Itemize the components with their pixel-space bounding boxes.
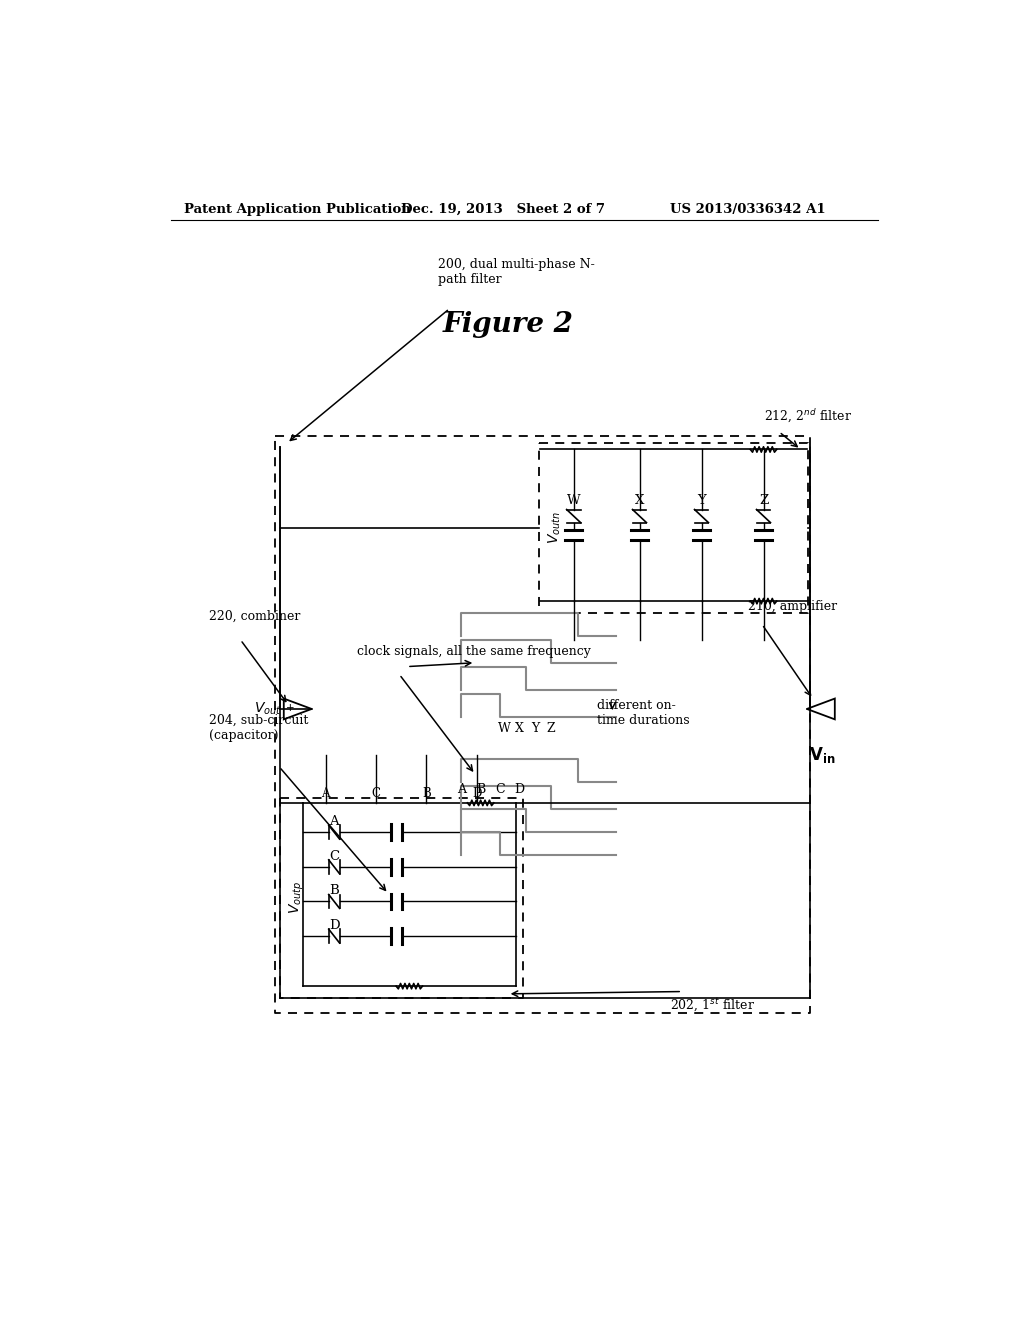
- Text: US 2013/0336342 A1: US 2013/0336342 A1: [671, 203, 826, 216]
- Text: +: +: [287, 704, 295, 713]
- Text: Dec. 19, 2013   Sheet 2 of 7: Dec. 19, 2013 Sheet 2 of 7: [400, 203, 605, 216]
- Text: $V_{outn}$: $V_{outn}$: [547, 512, 563, 544]
- Text: C: C: [329, 850, 339, 862]
- Text: X: X: [635, 494, 644, 507]
- Text: D: D: [514, 783, 524, 796]
- Text: Y: Y: [697, 494, 706, 507]
- Text: 220, combiner: 220, combiner: [209, 610, 301, 623]
- Text: B: B: [422, 787, 431, 800]
- Text: W: W: [567, 494, 581, 507]
- Text: C: C: [496, 783, 505, 796]
- Text: Z: Z: [546, 722, 555, 735]
- Text: Y: Y: [530, 722, 539, 735]
- Text: C: C: [372, 787, 381, 800]
- Text: Patent Application Publication: Patent Application Publication: [183, 203, 411, 216]
- Text: A: A: [322, 787, 330, 800]
- Text: 204, sub-circuit
(capacitor): 204, sub-circuit (capacitor): [209, 714, 309, 742]
- Text: A: A: [457, 783, 466, 796]
- Text: D: D: [329, 919, 340, 932]
- Text: $V_{outp}$: $V_{outp}$: [288, 880, 306, 915]
- Text: Figure 2: Figure 2: [442, 310, 573, 338]
- Text: $\mathbf{V_{in}}$: $\mathbf{V_{in}}$: [809, 746, 836, 766]
- Text: B: B: [330, 884, 339, 898]
- Text: clock signals, all the same frequency: clock signals, all the same frequency: [356, 644, 591, 657]
- Text: different on-
time durations: different on- time durations: [597, 698, 689, 727]
- Text: 210, amplifier: 210, amplifier: [748, 601, 838, 612]
- Text: 202, 1$^{st}$ filter: 202, 1$^{st}$ filter: [671, 997, 756, 1014]
- Text: B: B: [476, 783, 485, 796]
- Text: W: W: [498, 722, 510, 735]
- Text: A: A: [330, 814, 339, 828]
- Text: Z: Z: [759, 494, 768, 507]
- Text: $V_{out}$: $V_{out}$: [254, 701, 283, 717]
- Text: 200, dual multi-phase N-
path filter: 200, dual multi-phase N- path filter: [438, 259, 595, 286]
- Text: 212, 2$^{nd}$ filter: 212, 2$^{nd}$ filter: [764, 408, 852, 425]
- Text: D: D: [472, 787, 481, 800]
- Text: X: X: [515, 722, 524, 735]
